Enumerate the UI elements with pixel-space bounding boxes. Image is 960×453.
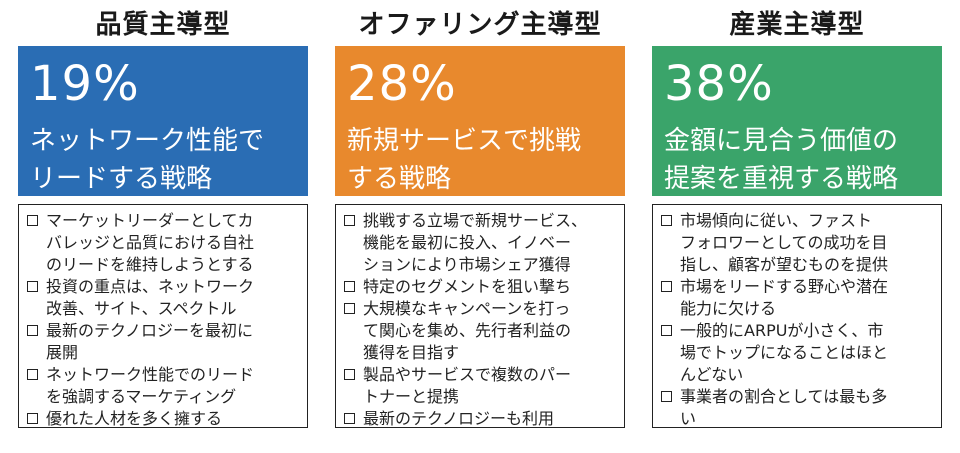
checkbox-bullet-icon [661, 215, 672, 226]
strategy-description: 新規サービスで挑戦 する戦略 [347, 126, 582, 194]
checkbox-bullet-icon [27, 369, 38, 380]
checkbox-bullet-icon [344, 413, 355, 424]
hero-box: 38% 金額に見合う価値の 提案を重視する戦略 [652, 46, 942, 196]
list-item: 大規模なキャンペーンを打っ て関心を集め、先行者利益の 獲得を目指す [344, 298, 618, 364]
list-item: 最新のテクノロジーも利用 [344, 408, 618, 430]
checkbox-bullet-icon [661, 325, 672, 336]
checkbox-bullet-icon [344, 281, 355, 292]
strategy-description: 金額に見合う価値の 提案を重視する戦略 [664, 126, 899, 194]
list-item: 製品やサービスで複数のパー トナーと提携 [344, 364, 618, 408]
bullet-list: 挑戦する立場で新規サービス、 機能を最初に投入、イノベー ションにより市場シェア… [335, 204, 625, 428]
checkbox-bullet-icon [344, 369, 355, 380]
list-item: 特定のセグメントを狙い撃ち [344, 276, 618, 298]
checkbox-bullet-icon [27, 413, 38, 424]
column-title: オファリング主導型 [358, 10, 602, 40]
list-item: 挑戦する立場で新規サービス、 機能を最初に投入、イノベー ションにより市場シェア… [344, 210, 618, 276]
list-item: 市場傾向に従い、ファスト フォロワーとしての成功を目 指し、顧客が望むものを提供 [661, 210, 935, 276]
list-item: ネットワーク性能でのリード を強調するマーケティング [27, 364, 301, 408]
checkbox-bullet-icon [27, 325, 38, 336]
list-item: 事業者の割合としては最も多 い [661, 386, 935, 430]
hero-box: 19% ネットワーク性能で リードする戦略 [18, 46, 308, 196]
list-item: 投資の重点は、ネットワーク 改善、サイト、スペクトル [27, 276, 301, 320]
checkbox-bullet-icon [344, 215, 355, 226]
column-industry-led: 産業主導型 38% 金額に見合う価値の 提案を重視する戦略 市場傾向に従い、ファ… [652, 0, 942, 428]
bullet-list: 市場傾向に従い、ファスト フォロワーとしての成功を目 指し、顧客が望むものを提供… [652, 204, 942, 428]
list-item: マーケットリーダーとしてカ バレッジと品質における自社 のリードを維持しようとす… [27, 210, 301, 276]
list-item: 市場をリードする野心や潜在 能力に欠ける [661, 276, 935, 320]
list-item: 優れた人材を多く擁する [27, 408, 301, 430]
list-item: 一般的にARPUが小さく、市 場でトップになることはほと んどない [661, 320, 935, 386]
checkbox-bullet-icon [661, 391, 672, 402]
strategy-description: ネットワーク性能で リードする戦略 [30, 126, 265, 194]
percent-value: 19% [30, 56, 140, 112]
checkbox-bullet-icon [344, 303, 355, 314]
hero-box: 28% 新規サービスで挑戦 する戦略 [335, 46, 625, 196]
bullet-list: マーケットリーダーとしてカ バレッジと品質における自社 のリードを維持しようとす… [18, 204, 308, 428]
checkbox-bullet-icon [661, 281, 672, 292]
checkbox-bullet-icon [27, 281, 38, 292]
column-offering-led: オファリング主導型 28% 新規サービスで挑戦 する戦略 挑戦する立場で新規サー… [335, 0, 625, 428]
list-item: 最新のテクノロジーを最初に 展開 [27, 320, 301, 364]
column-title: 産業主導型 [729, 10, 865, 40]
checkbox-bullet-icon [27, 215, 38, 226]
percent-value: 28% [347, 56, 457, 112]
column-quality-led: 品質主導型 19% ネットワーク性能で リードする戦略 マーケットリーダーとして… [18, 0, 308, 428]
percent-value: 38% [664, 56, 774, 112]
column-title: 品質主導型 [95, 10, 231, 40]
